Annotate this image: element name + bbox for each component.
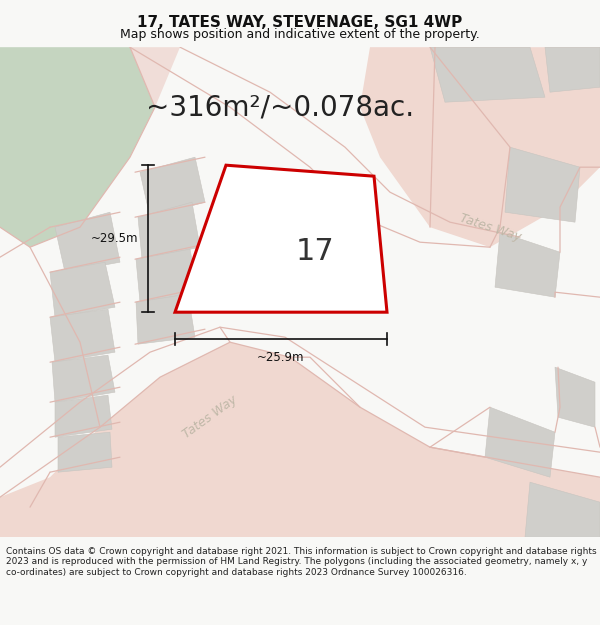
Polygon shape xyxy=(525,482,600,537)
Text: 17: 17 xyxy=(296,237,335,266)
Polygon shape xyxy=(485,408,555,478)
Polygon shape xyxy=(545,47,600,92)
Text: Tates Way: Tates Way xyxy=(458,211,523,243)
Text: ~29.5m: ~29.5m xyxy=(91,232,138,245)
Polygon shape xyxy=(0,47,155,248)
Polygon shape xyxy=(495,232,560,297)
Polygon shape xyxy=(360,47,600,248)
Polygon shape xyxy=(136,249,198,302)
Polygon shape xyxy=(505,148,580,222)
Text: 17, TATES WAY, STEVENAGE, SG1 4WP: 17, TATES WAY, STEVENAGE, SG1 4WP xyxy=(137,15,463,30)
Polygon shape xyxy=(175,165,387,312)
Polygon shape xyxy=(555,367,595,428)
Polygon shape xyxy=(50,309,115,362)
Text: Tates Way: Tates Way xyxy=(181,393,239,441)
Text: ~25.9m: ~25.9m xyxy=(257,351,305,364)
Polygon shape xyxy=(0,342,600,537)
Polygon shape xyxy=(55,213,120,272)
Polygon shape xyxy=(140,158,205,218)
Polygon shape xyxy=(138,202,200,259)
Polygon shape xyxy=(136,294,195,344)
Polygon shape xyxy=(55,395,112,438)
Polygon shape xyxy=(50,262,115,317)
Polygon shape xyxy=(130,47,180,108)
Text: Map shows position and indicative extent of the property.: Map shows position and indicative extent… xyxy=(120,28,480,41)
Polygon shape xyxy=(430,47,545,102)
Text: Contains OS data © Crown copyright and database right 2021. This information is : Contains OS data © Crown copyright and d… xyxy=(6,547,596,577)
Text: ~316m²/~0.078ac.: ~316m²/~0.078ac. xyxy=(146,93,414,121)
Polygon shape xyxy=(52,355,115,402)
Polygon shape xyxy=(58,432,112,472)
